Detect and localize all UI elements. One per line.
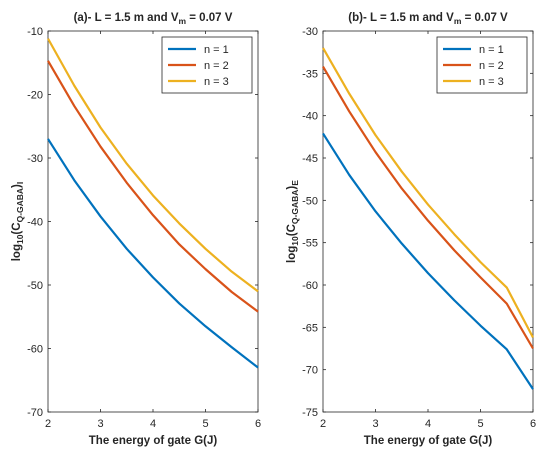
- y-tick-label: -50: [302, 195, 318, 207]
- series-line-b-n3: [322, 47, 534, 339]
- legend: n = 1 n = 2 n = 3: [161, 36, 253, 94]
- legend: n = 1 n = 2 n = 3: [436, 36, 528, 94]
- y-axis-label: log10(CQ-GABA)I: [11, 182, 25, 262]
- y-tick-label: -40: [302, 111, 318, 123]
- y-tick-label: -70: [27, 407, 43, 419]
- x-axis-label: The energy of gate G(J): [364, 435, 493, 447]
- y-tick-label: -75: [302, 407, 318, 419]
- y-tick-label: -70: [302, 365, 318, 377]
- legend-label-n3: n = 3: [204, 76, 229, 88]
- y-tick-label: -40: [27, 217, 43, 229]
- plot-area: [47, 30, 259, 413]
- x-tick-label: 6: [255, 418, 261, 430]
- series-line-a-n3: [47, 38, 259, 293]
- legend-label-n2: n = 2: [479, 60, 504, 72]
- series-line-b-n2: [322, 66, 534, 350]
- series-line-a-n2: [47, 60, 259, 313]
- y-tick-label: -55: [302, 238, 318, 250]
- x-tick-label: 4: [150, 418, 156, 430]
- legend-label-n2: n = 2: [204, 60, 229, 72]
- x-tick-label: 3: [97, 418, 103, 430]
- y-tick-label: -65: [302, 322, 318, 334]
- series-line-a-n1: [47, 138, 259, 369]
- x-tick-label: 5: [477, 418, 483, 430]
- y-tick-label: -30: [27, 153, 43, 165]
- chart-title: (b)- L = 1.5 m and Vm = 0.07 V: [348, 12, 508, 26]
- y-tick-label: -35: [302, 68, 318, 80]
- y-tick-label: -60: [27, 344, 43, 356]
- y-axis-label: log10(CQ-GABA)E: [286, 180, 300, 263]
- x-tick-label: 4: [425, 418, 431, 430]
- chart-panel-b: 2 3 4 5 6 -30 -35 -40 -45 -50 -55 -60 -65 -70 -75 (b)- …: [286, 12, 536, 447]
- chart-panel-a: 2 3 4 5 6 -10 -20 -30 -40 -50 -60 -70 (a)- L = 1.5 m…: [11, 12, 261, 447]
- x-tick-label: 2: [45, 418, 51, 430]
- series-line-b-n1: [322, 132, 534, 390]
- y-tick-label: -45: [302, 153, 318, 165]
- x-tick-label: 2: [320, 418, 326, 430]
- legend-label-n3: n = 3: [479, 76, 504, 88]
- legend-label-n1: n = 1: [204, 44, 229, 56]
- x-axis-label: The energy of gate G(J): [89, 435, 218, 447]
- y-tick-label: -50: [27, 280, 43, 292]
- x-tick-label: 5: [202, 418, 208, 430]
- x-tick-label: 3: [372, 418, 378, 430]
- legend-label-n1: n = 1: [479, 44, 504, 56]
- y-tick-label: -10: [27, 26, 43, 38]
- y-tick-label: -20: [27, 90, 43, 102]
- y-tick-label: -60: [302, 280, 318, 292]
- y-tick-label: -30: [302, 26, 318, 38]
- x-tick-label: 6: [530, 418, 536, 430]
- chart-title: (a)- L = 1.5 m and Vm = 0.07 V: [74, 12, 233, 26]
